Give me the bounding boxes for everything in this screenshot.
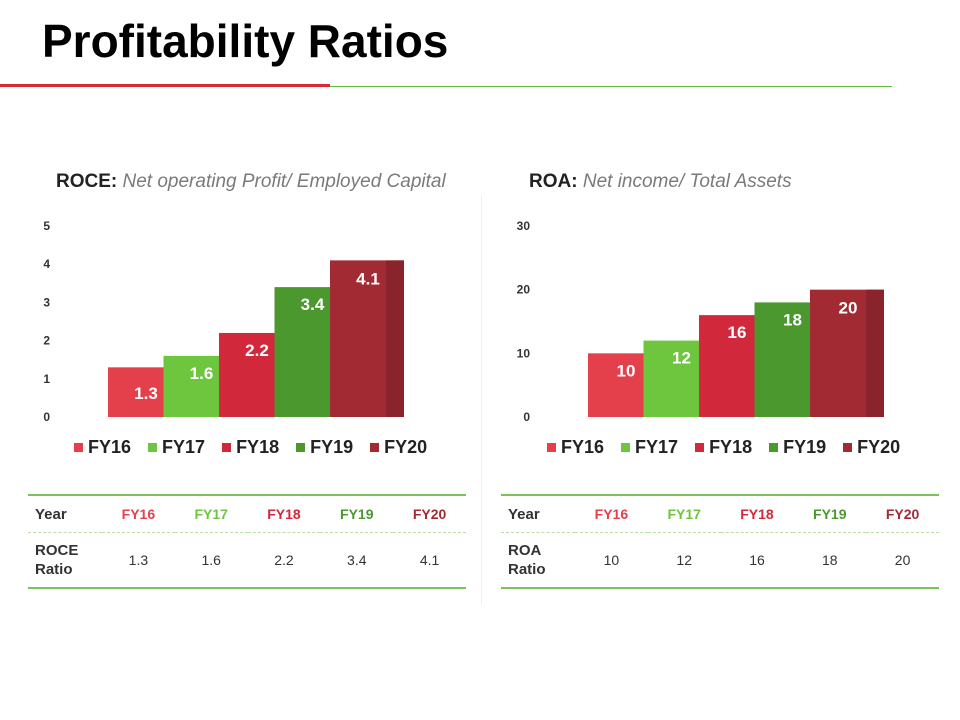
roa-table-header-row: Year FY16 FY17 FY18 FY19 FY20 [501,494,939,533]
roce-legend-swatch [370,443,380,452]
roce-year-label: Year [28,494,102,533]
roce-table-value-fy17: 1.6 [174,532,248,589]
roce-table-header-row: Year FY16 FY17 FY18 FY19 FY20 [28,494,466,533]
roce-data-label-fy19: 3.4 [301,295,325,314]
roce-table-value-fy16: 1.3 [102,532,175,589]
roce-table-value-fy18: 2.2 [247,532,321,589]
roce-table-year-fy18: FY18 [247,494,321,533]
roa-legend-item-fy19: FY19 [769,437,826,458]
roce-legend-label: FY19 [310,437,354,457]
roa-chart-title: ROA: Net income/ Total Assets [529,171,792,193]
roce-data-label-fy17: 1.6 [190,364,214,383]
roce-legend-item-fy16: FY16 [74,437,131,458]
roce-legend-swatch [148,443,158,452]
roce-formula: Net operating Profit/ Employed Capital [122,171,446,192]
roa-legend-item-fy16: FY16 [547,437,604,458]
roa-legend-swatch [547,443,556,452]
roce-ratio-label: ROCE Ratio [28,532,102,589]
roa-data-label-fy16: 10 [617,361,636,380]
roa-bar-side-fy20 [866,289,884,417]
roa-y-tick-3: 30 [517,219,531,233]
roce-table-value-fy19: 3.4 [320,532,394,589]
roce-legend-label: FY20 [384,437,428,457]
roce-y-tick-3: 3 [43,295,50,309]
roa-data-label-fy18: 16 [728,323,747,342]
roa-data-label-fy20: 20 [839,299,858,318]
roce-bar-side-fy20 [386,260,404,417]
roa-table-year-fy16: FY16 [575,494,648,533]
roa-legend-item-fy18: FY18 [695,437,752,458]
page-title: Profitability Ratios [42,15,449,67]
roce-data-label-fy18: 2.2 [245,341,269,360]
roce-legend-swatch [74,443,83,452]
roa-ratio-label: ROA Ratio [501,532,575,589]
roa-legend-item-fy20: FY20 [843,437,900,458]
roce-legend-label: FY17 [162,437,206,457]
roa-data-label-fy19: 18 [783,310,802,329]
roa-legend-swatch [843,443,853,452]
roce-table: Year FY16 FY17 FY18 FY19 FY20 ROCE Ratio 1.3… [28,494,466,589]
roce-table-value-row: ROCE Ratio 1.3 1.6 2.2 3.4 4.1 [28,532,466,589]
roa-table-year-fy17: FY17 [647,494,721,533]
roce-y-tick-1: 1 [43,372,50,386]
roce-label: ROCE: [56,171,118,192]
roce-legend: FY16 FY17 FY18 FY19 FY20 [74,437,444,458]
roa-legend-swatch [695,443,705,452]
roce-data-label-fy16: 1.3 [134,384,158,403]
roa-legend-swatch [769,443,779,452]
panel-divider [481,195,482,605]
roce-legend-swatch [222,443,232,452]
roa-label: ROA: [529,171,578,192]
roa-y-tick-1: 10 [517,346,531,360]
roce-legend-item-fy20: FY20 [370,437,427,458]
roce-y-tick-0: 0 [43,410,50,424]
roa-table-year-fy19: FY19 [793,494,867,533]
roce-legend-swatch [296,443,306,452]
title-underline-red [0,84,330,87]
roa-table-value-fy19: 18 [793,532,867,589]
roce-legend-item-fy19: FY19 [296,437,353,458]
roce-table-value-fy20: 4.1 [393,532,466,589]
roa-legend-label: FY19 [783,437,827,457]
roa-year-label: Year [501,494,575,533]
roa-table-value-fy16: 10 [575,532,648,589]
roa-legend-label: FY18 [709,437,753,457]
roa-table: Year FY16 FY17 FY18 FY19 FY20 ROA Ratio 10 12… [501,494,939,589]
roa-table-value-row: ROA Ratio 10 12 16 18 20 [501,532,939,589]
roa-legend-swatch [621,443,631,452]
roa-legend-label: FY20 [857,437,901,457]
roce-legend-item-fy17: FY17 [148,437,205,458]
roce-table-year-fy20: FY20 [393,494,466,533]
roa-table-value-fy17: 12 [647,532,721,589]
roce-chart-title: ROCE: Net operating Profit/ Employed Cap… [56,171,446,193]
roce-y-tick-4: 4 [43,257,50,271]
roce-y-tick-5: 5 [43,219,50,233]
roa-legend-label: FY16 [561,437,605,457]
roa-y-tick-0: 0 [523,410,530,424]
roce-table-year-fy16: FY16 [102,494,175,533]
roa-table-value-fy18: 16 [720,532,794,589]
roce-bar-chart: 0 1 2 3 4 5 1.3 1.6 2.2 3.4 4.1 [43,219,404,424]
roa-table-year-fy20: FY20 [866,494,939,533]
roce-table-year-fy19: FY19 [320,494,394,533]
roa-formula: Net income/ Total Assets [582,171,792,192]
roa-table-year-fy18: FY18 [720,494,794,533]
roce-legend-item-fy18: FY18 [222,437,279,458]
roce-y-tick-2: 2 [43,334,50,348]
roce-table-year-fy17: FY17 [174,494,248,533]
title-underline-green [330,86,892,87]
roa-y-tick-2: 20 [517,283,531,297]
roa-legend: FY16 FY17 FY18 FY19 FY20 [547,437,917,458]
roa-legend-label: FY17 [635,437,679,457]
roce-legend-label: FY16 [88,437,132,457]
roce-legend-label: FY18 [236,437,280,457]
roa-table-value-fy20: 20 [866,532,939,589]
roce-data-label-fy20: 4.1 [356,269,380,288]
roa-bar-chart: 0 10 20 30 10 12 16 18 20 [517,219,884,424]
roa-legend-item-fy17: FY17 [621,437,678,458]
roa-data-label-fy17: 12 [672,349,691,368]
